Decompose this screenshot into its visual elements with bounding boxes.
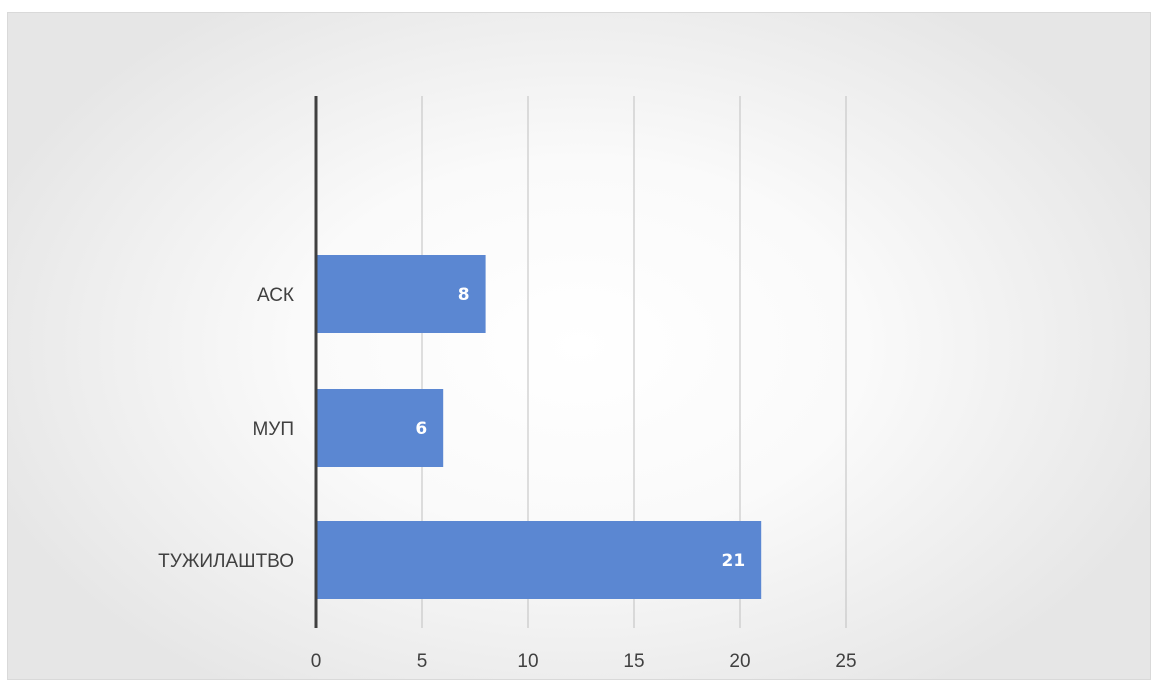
category-label: ТУЖИЛАШТВО [158, 551, 294, 572]
x-tick-label: 10 [517, 651, 538, 672]
data-label: 21 [722, 551, 746, 571]
category-label: АСК [257, 285, 294, 306]
category-label: МУП [252, 419, 294, 440]
data-label: 8 [458, 285, 470, 305]
x-tick-labels: 0 5 10 15 20 25 [311, 651, 857, 672]
bar [316, 521, 762, 599]
x-tick-label: 20 [729, 651, 750, 672]
x-tick-label: 25 [835, 651, 856, 672]
x-tick-label: 5 [417, 651, 428, 672]
bar [316, 255, 486, 333]
data-label: 6 [415, 419, 427, 439]
data-labels: 8 6 21 [415, 285, 745, 571]
x-tick-label: 15 [623, 651, 644, 672]
category-labels: АСК МУП ТУЖИЛАШТВО [158, 285, 294, 572]
x-tick-label: 0 [311, 651, 322, 672]
bars [316, 255, 762, 599]
bar [316, 389, 444, 467]
